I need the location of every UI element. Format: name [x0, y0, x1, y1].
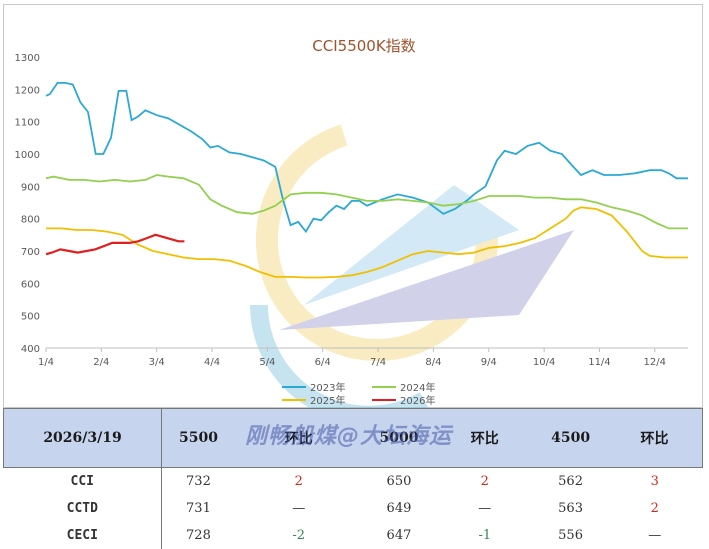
x-tick-label: 11/4	[588, 357, 610, 368]
series-line-2025	[46, 206, 688, 279]
header-5500: 5500	[161, 408, 235, 468]
y-tick-label: 500	[21, 312, 40, 323]
change-4500: —	[648, 528, 662, 543]
price-table: 2026/3/19 5500 环比 5000 环比 4500 环比 CCI 73…	[2, 408, 703, 549]
change-5500: -2	[292, 528, 306, 543]
header-change-1: 环比	[234, 408, 363, 468]
x-tick-label: 6/4	[315, 357, 331, 368]
value-5500: 732	[186, 474, 211, 489]
table-row: CCTD 731 — 649 — 563 2	[3, 495, 703, 522]
change-5500: —	[292, 501, 306, 516]
y-axis: 400 500 600 700 800 900 1000 1100 1200 1300	[15, 53, 40, 355]
chart-panel: CCI5500K指数 400 500 600 700 800 900 1000 1100 120…	[3, 4, 703, 409]
logo-sail-purple	[279, 230, 574, 330]
legend-label: 2026年	[400, 394, 435, 407]
y-tick-label: 800	[21, 215, 40, 226]
logo-watermark	[250, 124, 574, 409]
legend-label: 2024年	[400, 381, 435, 394]
series-line-2023	[45, 82, 688, 234]
logo-arc-yellow	[255, 124, 498, 361]
row-name: CCI	[3, 467, 163, 495]
y-tick-label: 1200	[15, 85, 40, 96]
value-4500: 562	[558, 474, 583, 489]
y-tick-label: 600	[21, 279, 40, 290]
legend: 2023年 2024年 2025年 2026年	[282, 381, 435, 407]
value-5000: 650	[386, 474, 412, 489]
x-tick-label: 5/4	[259, 357, 275, 368]
header-change-2: 环比	[435, 408, 535, 468]
logo-arc-blue	[250, 304, 429, 409]
legend-label: 2025年	[310, 394, 345, 407]
header-4500: 4500	[534, 408, 607, 468]
series-line-2026	[45, 233, 185, 256]
header-date: 2026/3/19	[2, 408, 163, 468]
x-axis: 1/4 2/4 3/4 4/4 5/4 6/4 7/4 8/4 9/4 10/4 11/4 12/4	[38, 348, 666, 368]
y-tick-label: 400	[21, 344, 40, 355]
header-change-3: 环比	[606, 408, 703, 468]
y-tick-label: 1100	[15, 118, 40, 129]
y-tick-label: 900	[21, 182, 40, 193]
x-tick-label: 10/4	[533, 357, 555, 368]
table-row: CECI 728 -2 647 -1 556 —	[3, 522, 703, 549]
change-5000: 2	[480, 474, 489, 489]
legend-label: 2023年	[310, 381, 345, 394]
line-chart: CCI5500K指数 400 500 600 700 800 900 1000 1100 120…	[15, 37, 688, 409]
header-5000: 5000	[362, 408, 436, 468]
series-line-2024	[45, 174, 688, 230]
x-tick-label: 8/4	[425, 357, 441, 368]
y-tick-label: 1000	[15, 150, 40, 161]
series-group	[45, 82, 688, 279]
table-row: CCI 732 2 650 2 562 3	[3, 467, 703, 495]
row-name: CCTD	[3, 495, 163, 522]
value-4500: 563	[558, 501, 583, 516]
x-tick-label: 12/4	[644, 357, 666, 368]
value-5500: 731	[186, 501, 211, 516]
y-tick-label: 700	[21, 247, 40, 258]
change-5000: -1	[478, 528, 492, 543]
value-4500: 556	[558, 528, 583, 543]
change-4500: 2	[650, 501, 659, 516]
y-tick-label: 1300	[15, 53, 40, 64]
table-header-row: 2026/3/19 5500 环比 5000 环比 4500 环比	[2, 408, 703, 468]
x-tick-label: 1/4	[38, 357, 54, 368]
change-4500: 3	[650, 474, 659, 489]
value-5000: 649	[386, 501, 412, 516]
x-tick-label: 4/4	[204, 357, 220, 368]
x-tick-label: 7/4	[370, 357, 386, 368]
value-5500: 728	[186, 528, 211, 543]
change-5500: 2	[294, 474, 303, 489]
x-tick-label: 3/4	[149, 357, 165, 368]
x-tick-label: 2/4	[93, 357, 109, 368]
change-5000: —	[478, 501, 492, 516]
logo-sail-blue	[304, 185, 519, 305]
chart-title: CCI5500K指数	[312, 37, 415, 55]
value-5000: 647	[386, 528, 412, 543]
row-name: CECI	[3, 522, 163, 549]
x-tick-label: 9/4	[481, 357, 497, 368]
